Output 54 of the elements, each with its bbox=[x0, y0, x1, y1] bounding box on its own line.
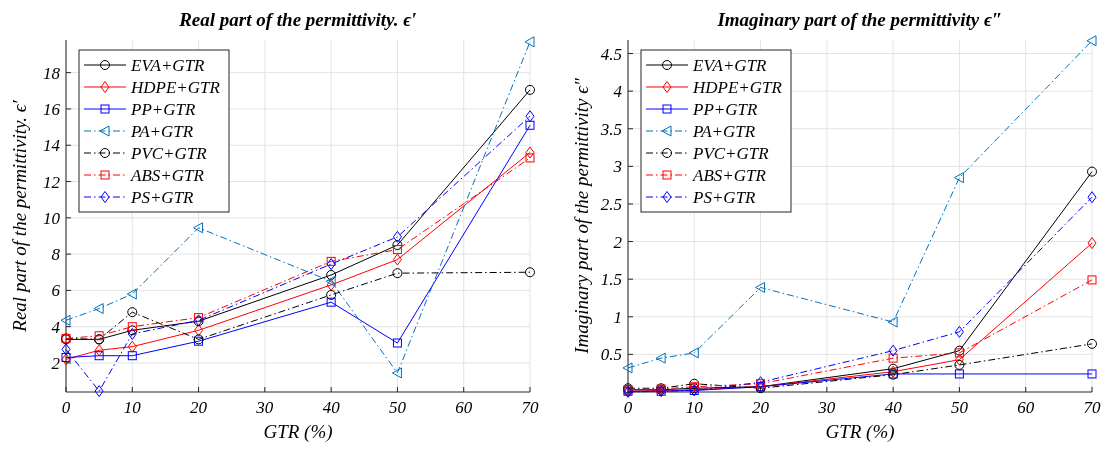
y-tick-label: 12 bbox=[43, 172, 61, 192]
legend-label: PVC+GTR bbox=[692, 144, 770, 163]
y-tick-label: 14 bbox=[43, 136, 61, 156]
x-tick-label: 40 bbox=[322, 398, 341, 417]
y-tick-label: 4 bbox=[51, 317, 61, 337]
x-tick-label: 10 bbox=[123, 398, 142, 417]
chart-title: Imaginary part of the permittivity ϵ″ bbox=[716, 9, 1003, 30]
legend-label: HDPE+GTR bbox=[130, 78, 221, 97]
y-tick-label: 8 bbox=[51, 245, 61, 265]
y-tick-label: 16 bbox=[43, 99, 61, 119]
x-tick-label: 30 bbox=[817, 398, 836, 417]
x-tick-label: 0 bbox=[623, 398, 633, 417]
y-axis-title: Real part of the permittivity. ϵ′ bbox=[9, 99, 30, 333]
x-tick-label: 60 bbox=[1017, 398, 1035, 417]
y-axis-title: Imaginary part of the permittivity ϵ″ bbox=[571, 77, 592, 355]
y-tick-label: 6 bbox=[51, 281, 61, 301]
x-tick-label: 20 bbox=[190, 398, 208, 417]
chart-title: Real part of the permittivity. ϵ′ bbox=[178, 9, 417, 30]
x-tick-label: 60 bbox=[455, 398, 473, 417]
y-tick-label: 2 bbox=[613, 232, 623, 252]
legend-label: PP+GTR bbox=[130, 100, 196, 119]
y-tick-label: 1.5 bbox=[600, 270, 622, 290]
legend-label: ABS+GTR bbox=[130, 166, 205, 185]
x-tick-label: 40 bbox=[884, 398, 903, 417]
x-tick-label: 70 bbox=[1083, 398, 1101, 417]
x-tick-label: 20 bbox=[752, 398, 770, 417]
y-tick-label: 4.5 bbox=[600, 44, 622, 64]
y-tick-label: 4 bbox=[613, 82, 623, 102]
y-tick-label: 3.5 bbox=[599, 119, 622, 139]
legend-label: ABS+GTR bbox=[692, 166, 767, 185]
x-axis-title: GTR (%) bbox=[263, 421, 333, 443]
x-tick-label: 30 bbox=[255, 398, 274, 417]
legend-label: HDPE+GTR bbox=[692, 78, 783, 97]
legend-label: PA+GTR bbox=[692, 122, 756, 141]
x-axis-title: GTR (%) bbox=[825, 421, 895, 443]
legend-label: EVA+GTR bbox=[130, 56, 206, 75]
y-tick-label: 10 bbox=[43, 208, 61, 228]
y-tick-label: 18 bbox=[43, 63, 61, 83]
y-tick-label: 2 bbox=[51, 353, 61, 373]
x-tick-label: 50 bbox=[388, 398, 407, 417]
legend-label: PS+GTR bbox=[130, 188, 195, 207]
legend-label: EVA+GTR bbox=[692, 56, 768, 75]
legend-label: PA+GTR bbox=[130, 122, 194, 141]
x-tick-label: 10 bbox=[685, 398, 704, 417]
x-tick-label: 50 bbox=[950, 398, 969, 417]
legend-label: PP+GTR bbox=[692, 100, 758, 119]
y-tick-label: 2.5 bbox=[600, 194, 622, 214]
x-tick-label: 70 bbox=[521, 398, 539, 417]
legend-label: PS+GTR bbox=[692, 188, 757, 207]
legend-label: PVC+GTR bbox=[130, 144, 208, 163]
x-tick-label: 0 bbox=[61, 398, 71, 417]
y-tick-label: 0.5 bbox=[600, 345, 622, 365]
y-tick-label: 3 bbox=[612, 157, 622, 177]
y-tick-label: 1 bbox=[613, 307, 622, 327]
